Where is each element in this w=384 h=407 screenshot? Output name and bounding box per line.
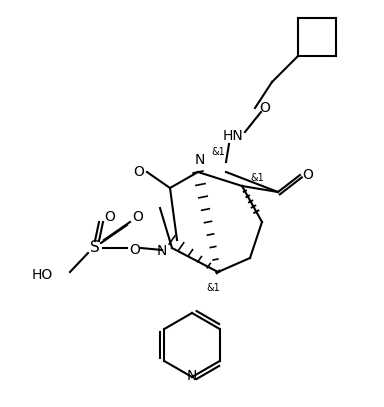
Text: O: O <box>260 101 270 115</box>
Text: N: N <box>195 153 205 167</box>
Text: O: O <box>134 165 144 179</box>
Text: O: O <box>303 168 313 182</box>
Text: O: O <box>104 210 116 224</box>
Text: HN: HN <box>223 129 243 143</box>
Text: &1: &1 <box>250 173 264 183</box>
Text: O: O <box>132 210 144 224</box>
Text: S: S <box>90 241 100 256</box>
Text: N: N <box>157 244 167 258</box>
Text: HO: HO <box>32 268 53 282</box>
Text: N: N <box>187 369 197 383</box>
Text: O: O <box>129 243 141 257</box>
Text: &1: &1 <box>206 283 220 293</box>
Text: &1: &1 <box>211 147 225 157</box>
